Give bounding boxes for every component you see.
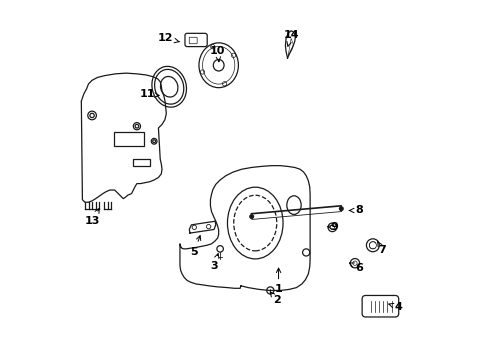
Text: 11: 11 xyxy=(140,89,159,99)
Text: 13: 13 xyxy=(84,208,100,226)
Circle shape xyxy=(249,215,253,219)
Text: 7: 7 xyxy=(377,242,386,255)
Text: 4: 4 xyxy=(388,302,402,312)
Text: 9: 9 xyxy=(327,222,337,232)
Text: 12: 12 xyxy=(158,33,179,43)
Text: 1: 1 xyxy=(274,268,282,294)
Text: 5: 5 xyxy=(190,236,200,257)
Text: 3: 3 xyxy=(210,253,219,271)
Text: 2: 2 xyxy=(270,292,280,305)
Text: 10: 10 xyxy=(209,46,225,62)
Text: 6: 6 xyxy=(349,263,363,273)
Text: 14: 14 xyxy=(283,30,298,46)
Circle shape xyxy=(339,207,343,211)
Bar xyxy=(113,132,144,146)
Text: 8: 8 xyxy=(349,206,363,216)
Bar xyxy=(132,159,149,166)
